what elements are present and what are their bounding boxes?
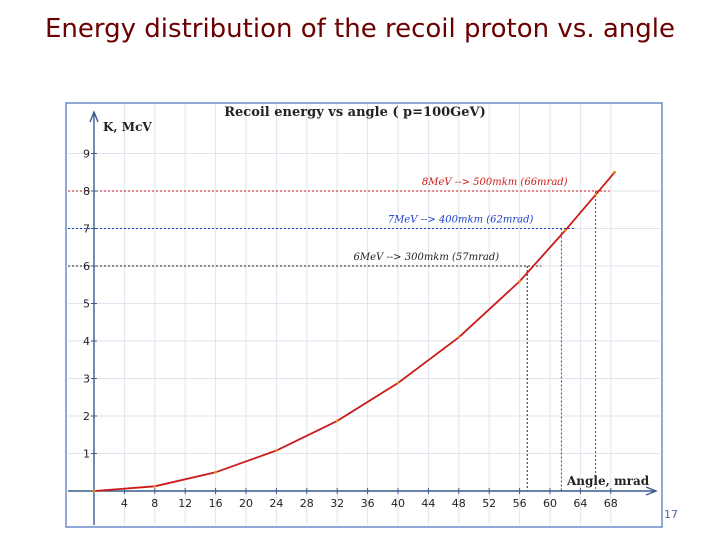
y-tick-label: 2 bbox=[83, 410, 90, 423]
y-tick-label: 7 bbox=[83, 223, 90, 236]
y-tick-label: 9 bbox=[83, 148, 90, 161]
x-tick-label: 56 bbox=[513, 497, 527, 510]
curve bbox=[92, 170, 616, 493]
y-axis-label: K, McV bbox=[103, 120, 152, 134]
x-tick-label: 12 bbox=[178, 497, 192, 510]
page-number: 17 bbox=[664, 508, 678, 521]
data-point bbox=[214, 470, 218, 474]
axes: 4 8 12 16 20 24 28 32 36 40 44 48 52 56 60 64 6812345678… bbox=[68, 110, 658, 525]
data-point bbox=[594, 193, 597, 197]
x-tick-label: 40 bbox=[391, 497, 405, 510]
reference-lines bbox=[68, 190, 610, 491]
data-point bbox=[518, 279, 521, 283]
x-tick-label: 28 bbox=[300, 497, 314, 510]
x-tick-label: 16 bbox=[209, 497, 223, 510]
annotation-label: 8MeV --> 500mkm (66mrad) bbox=[422, 177, 568, 188]
y-tick-label: 6 bbox=[83, 260, 90, 273]
y-tick-label: 1 bbox=[83, 448, 90, 461]
annotation-label: 6MeV --> 300mkm (57mrad) bbox=[354, 252, 500, 263]
x-tick-label: 8 bbox=[151, 497, 158, 510]
annotation-label: 7MeV --> 400mkm (62mrad) bbox=[388, 215, 534, 226]
x-tick-label: 44 bbox=[421, 497, 435, 510]
y-tick-label: 3 bbox=[83, 373, 90, 386]
x-tick-label: 48 bbox=[452, 497, 466, 510]
y-tick-label: 4 bbox=[83, 335, 90, 348]
x-tick-label: 32 bbox=[330, 497, 344, 510]
y-tick-label: 8 bbox=[83, 185, 90, 198]
x-tick-label: 24 bbox=[269, 497, 283, 510]
data-point bbox=[153, 484, 157, 488]
labels: Recoil energy vs angle ( p=100GeV) K, Mc… bbox=[103, 105, 650, 488]
x-tick-label: 64 bbox=[573, 497, 587, 510]
x-tick-label: 4 bbox=[121, 497, 128, 510]
data-point bbox=[613, 170, 616, 174]
data-point bbox=[92, 489, 96, 493]
x-tick-label: 52 bbox=[482, 497, 496, 510]
data-point bbox=[275, 449, 278, 452]
x-tick-label: 20 bbox=[239, 497, 253, 510]
chart-frame bbox=[65, 102, 663, 528]
chart-title: Recoil energy vs angle ( p=100GeV) bbox=[224, 105, 486, 120]
slide-title: Energy distribution of the recoil proton… bbox=[45, 14, 675, 44]
x-tick-label: 36 bbox=[361, 497, 375, 510]
y-axis-arrow bbox=[89, 110, 99, 123]
data-point bbox=[396, 381, 400, 385]
data-point bbox=[563, 228, 567, 232]
data-point bbox=[335, 419, 339, 423]
x-axis-arrow bbox=[645, 486, 658, 496]
y-tick-label: 5 bbox=[83, 298, 90, 311]
data-point bbox=[457, 335, 461, 339]
x-tick-label: 60 bbox=[543, 497, 557, 510]
x-axis-label: Angle, mrad bbox=[566, 474, 650, 488]
x-tick-label: 68 bbox=[604, 497, 618, 510]
